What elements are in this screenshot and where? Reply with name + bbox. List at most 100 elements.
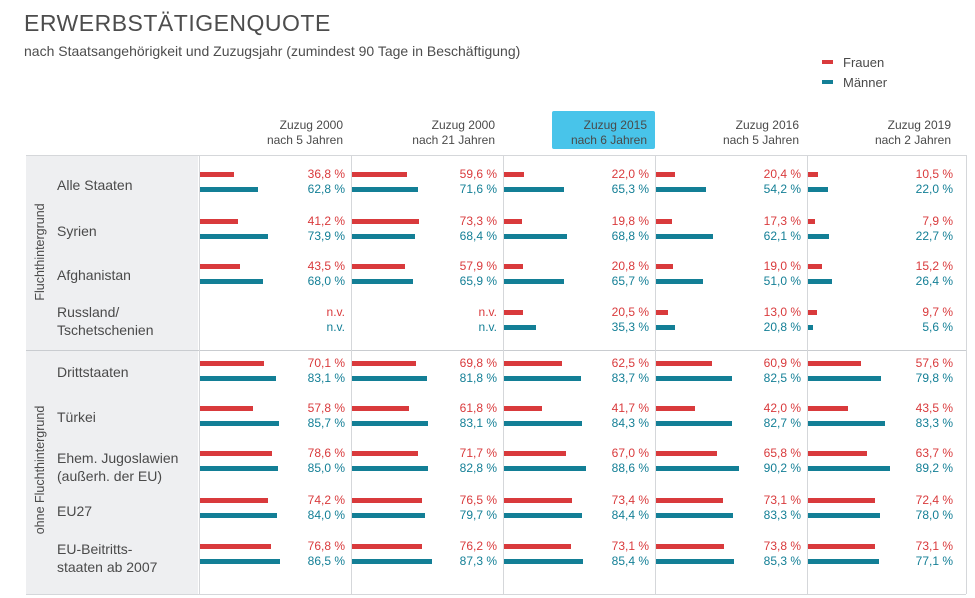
- bar-frauen: [808, 361, 861, 366]
- row-label: Ehem. Jugoslawien (außerh. der EU): [57, 449, 178, 485]
- row-label: Alle Staaten: [57, 176, 133, 194]
- group-label: Fluchthintergrund: [33, 203, 47, 301]
- value-label-maenner: 78,0 %: [915, 508, 953, 522]
- column-header: Zuzug 2000 nach 5 Jahren: [193, 118, 343, 148]
- value-label-maenner: 83,3 %: [763, 508, 801, 522]
- value-label-maenner: 84,4 %: [611, 508, 649, 522]
- value-label-frauen: 65,8 %: [763, 446, 801, 460]
- value-label-frauen: 7,9 %: [922, 214, 953, 228]
- value-label-frauen: 15,2 %: [915, 259, 953, 273]
- row-label-line: Russland/: [57, 304, 120, 320]
- value-label-frauen: 10,5 %: [915, 167, 953, 181]
- value-label-frauen: 73,8 %: [763, 539, 801, 553]
- value-label-frauen: 73,1 %: [915, 539, 953, 553]
- bar-maenner: [504, 376, 581, 381]
- value-label-frauen: 20,8 %: [611, 259, 649, 273]
- column-header: Zuzug 2019 nach 2 Jahren: [801, 118, 951, 148]
- bar-maenner: [504, 466, 586, 471]
- legend-item-maenner: Männer: [822, 72, 887, 92]
- bar-frauen: [352, 544, 423, 549]
- bar-maenner: [808, 559, 879, 564]
- bar-maenner: [352, 234, 415, 239]
- bar-maenner: [808, 187, 829, 192]
- row-label-line: EU-Beitritts-: [57, 541, 133, 557]
- bar-frauen: [808, 406, 849, 411]
- value-label-maenner: 88,6 %: [611, 461, 649, 475]
- bar-frauen: [656, 172, 675, 177]
- value-label-maenner: 84,0 %: [307, 508, 345, 522]
- bar-frauen: [504, 172, 525, 177]
- value-label-maenner: 83,1 %: [307, 371, 345, 385]
- value-label-maenner: 85,4 %: [611, 554, 649, 568]
- bar-maenner: [352, 513, 426, 518]
- bar-frauen: [808, 451, 867, 456]
- bar-frauen: [504, 219, 523, 224]
- bar-maenner: [808, 376, 882, 381]
- column-header: Zuzug 2000 nach 21 Jahren: [345, 118, 495, 148]
- value-label-maenner: 65,9 %: [459, 274, 497, 288]
- row-label: Afghanistan: [57, 266, 131, 284]
- value-label-frauen: 72,4 %: [915, 493, 953, 507]
- group-divider-line: [26, 350, 966, 351]
- value-label-frauen: 57,8 %: [307, 401, 345, 415]
- bar-frauen: [656, 406, 695, 411]
- bar-frauen: [200, 361, 265, 366]
- row-label-line: Syrien: [57, 223, 97, 239]
- bar-maenner: [808, 325, 814, 330]
- bar-maenner: [656, 279, 703, 284]
- value-label-maenner: 83,7 %: [611, 371, 649, 385]
- value-label-frauen: 59,6 %: [459, 167, 497, 181]
- value-label-maenner: 65,7 %: [611, 274, 649, 288]
- value-label-maenner: 82,7 %: [763, 416, 801, 430]
- column-header-line1: Zuzug 2016: [735, 118, 799, 132]
- value-label-frauen: 57,6 %: [915, 356, 953, 370]
- bar-frauen: [656, 361, 713, 366]
- value-label-maenner: 82,5 %: [763, 371, 801, 385]
- value-label-maenner: 89,2 %: [915, 461, 953, 475]
- bar-frauen: [808, 310, 817, 315]
- bar-frauen: [808, 172, 818, 177]
- value-label-maenner: 35,3 %: [611, 320, 649, 334]
- value-label-frauen: 70,1 %: [307, 356, 345, 370]
- bar-maenner: [352, 559, 433, 564]
- value-label-frauen: 20,4 %: [763, 167, 801, 181]
- bar-maenner: [352, 279, 413, 284]
- value-label-frauen: 78,6 %: [307, 446, 345, 460]
- chart-title: ERWERBSTÄTIGENQUOTE: [24, 10, 331, 36]
- value-label-maenner: n.v.: [478, 320, 497, 334]
- bar-frauen: [352, 451, 418, 456]
- value-label-frauen: 63,7 %: [915, 446, 953, 460]
- bar-frauen: [504, 451, 566, 456]
- value-label-maenner: 82,8 %: [459, 461, 497, 475]
- value-label-frauen: 13,0 %: [763, 305, 801, 319]
- row-label-panel: [26, 155, 198, 594]
- legend-label-frauen: Frauen: [843, 54, 885, 70]
- column-header-line2: nach 5 Jahren: [266, 133, 343, 147]
- bar-maenner: [656, 376, 732, 381]
- bar-maenner: [200, 187, 258, 192]
- value-label-frauen: 19,0 %: [763, 259, 801, 273]
- column-divider: [807, 155, 808, 594]
- bar-frauen: [504, 498, 572, 503]
- row-label-line: Tschetschenien: [57, 322, 154, 338]
- column-divider: [351, 155, 352, 594]
- legend-swatch-maenner: [822, 80, 833, 84]
- value-label-maenner: 73,9 %: [307, 229, 345, 243]
- legend-label-maenner: Männer: [843, 74, 888, 90]
- bar-maenner: [808, 466, 891, 471]
- bar-maenner: [656, 559, 735, 564]
- table-top-border: [26, 155, 966, 156]
- value-label-maenner: 54,2 %: [763, 182, 801, 196]
- value-label-maenner: 5,6 %: [922, 320, 953, 334]
- bar-frauen: [200, 219, 238, 224]
- bar-frauen: [200, 544, 271, 549]
- bar-maenner: [656, 421, 733, 426]
- row-label: Russland/Tschetschenien: [57, 303, 154, 339]
- bar-maenner: [200, 559, 280, 564]
- column-divider: [966, 155, 967, 594]
- bar-maenner: [200, 279, 263, 284]
- legend-swatch-frauen: [822, 60, 833, 64]
- bar-maenner: [808, 513, 880, 518]
- bar-maenner: [656, 513, 733, 518]
- value-label-maenner: 90,2 %: [763, 461, 801, 475]
